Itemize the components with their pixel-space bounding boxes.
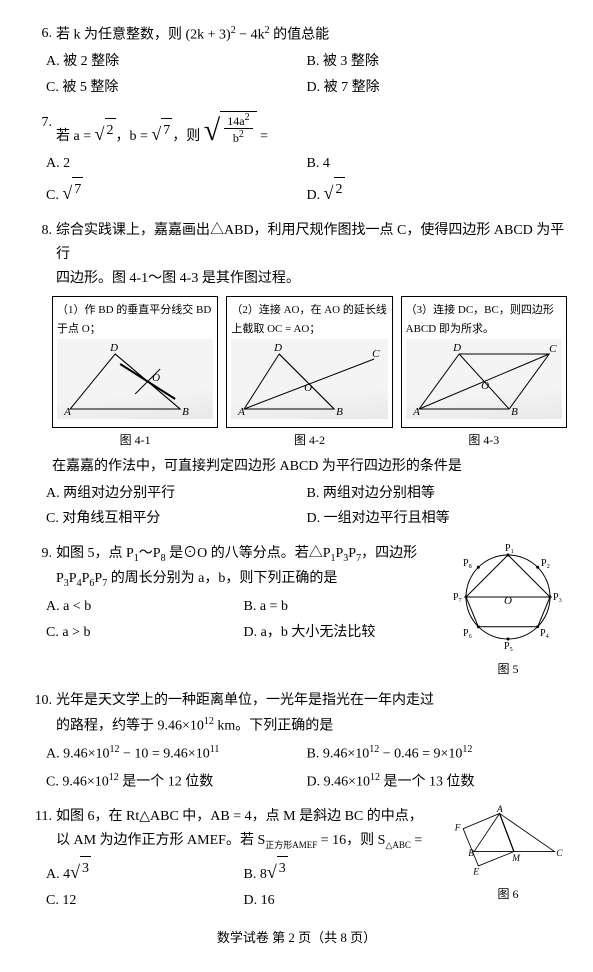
q8-stem-line3: 在嘉嘉的作法中，可直接判定四边形 ABCD 为平行四边形的条件是: [52, 455, 567, 479]
q9-option-c: C. a > b: [46, 620, 244, 646]
svg-text:P₈: P₈: [463, 558, 473, 569]
svg-text:A: A: [496, 805, 503, 815]
svg-text:P₅: P₅: [504, 641, 513, 652]
svg-text:O: O: [504, 595, 512, 607]
question-11: 11. 如图 6，在 Rt△ABC 中，AB = 4，点 M 是斜边 BC 的中…: [26, 805, 567, 913]
q7-stem: 若 a = √2，b = √7，则 √14a2b2 =: [56, 111, 567, 149]
q11-option-b: B. 8√3: [244, 855, 442, 888]
svg-text:M: M: [511, 854, 521, 864]
svg-text:P₄: P₄: [540, 628, 550, 639]
svg-text:C: C: [556, 849, 563, 859]
q8-number: 8.: [26, 219, 56, 290]
q9-option-a: A. a < b: [46, 594, 244, 620]
question-6: 6. 若 k 为任意整数，则 (2k + 3)2 − 4k2 的值总能 A. 被…: [26, 22, 567, 101]
q9-option-d: D. a，b 大小无法比较: [244, 620, 442, 646]
q9-figure: P₁ P₂ P₃ P₄ P₅ P₆ P₇ P₈ O 图 5: [449, 542, 567, 679]
q8-stem-line2: 四边形。图 4-1～图 4-3 是其作图过程。: [56, 267, 567, 291]
question-7: 7. 若 a = √2，b = √7，则 √14a2b2 = A. 2 B. 4…: [26, 111, 567, 209]
q9-svg: P₁ P₂ P₃ P₄ P₅ P₆ P₇ P₈ O: [453, 542, 563, 652]
q10-stem-line2: 的路程，约等于 9.46×1012 km。下列正确的是: [56, 713, 567, 738]
q11-option-c: C. 12: [46, 888, 244, 914]
svg-text:P₃: P₃: [553, 592, 562, 603]
svg-text:P₂: P₂: [541, 558, 550, 569]
svg-text:A: A: [63, 406, 71, 418]
svg-text:A: A: [412, 406, 420, 418]
q11-option-d: D. 16: [244, 888, 442, 914]
q7-number: 7.: [26, 111, 56, 149]
q8-cap2: 图 4-2: [226, 430, 392, 450]
q8-fig2-svg: A B D O C: [231, 339, 387, 419]
page-footer: 数学试卷 第 2 页（共 8 页）: [26, 927, 567, 949]
q9-stem-line1: 如图 5，点 P1～P8 是⊙O 的八等分点。若△P1P3P7，四边形: [56, 542, 441, 567]
svg-text:O: O: [152, 372, 160, 384]
q8-fig3: （3）连接 DC，BC，则四边形 ABCD 即为所求。 A B D C O: [401, 296, 567, 428]
svg-text:B: B: [511, 406, 518, 418]
q11-figure: A B C M E F 图 6: [449, 805, 567, 913]
q8-figures: （1）作 BD 的垂直平分线交 BD 于点 O； A B D O （2）连接 A…: [52, 296, 567, 428]
svg-text:O: O: [481, 380, 489, 392]
q6-number: 6.: [26, 22, 56, 47]
q11-stem-line1: 如图 6，在 Rt△ABC 中，AB = 4，点 M 是斜边 BC 的中点，: [56, 805, 441, 829]
q10-number: 10.: [26, 689, 56, 738]
svg-text:D: D: [109, 342, 118, 354]
svg-text:F: F: [454, 824, 461, 834]
q11-number: 11.: [26, 805, 56, 853]
q10-option-d: D. 9.46×1012 是一个 13 位数: [307, 768, 568, 795]
q7-option-a: A. 2: [46, 151, 307, 177]
svg-text:E: E: [472, 868, 479, 878]
q9-number: 9.: [26, 542, 56, 592]
q8-fig1: （1）作 BD 的垂直平分线交 BD 于点 O； A B D O: [52, 296, 218, 428]
q8-option-b: B. 两组对边分别相等: [307, 481, 568, 507]
q6-option-d: D. 被 7 整除: [307, 75, 568, 101]
q10-option-c: C. 9.46×1012 是一个 12 位数: [46, 768, 307, 795]
svg-text:D: D: [273, 342, 282, 354]
q10-option-b: B. 9.46×1012 − 0.46 = 9×1012: [307, 740, 568, 767]
q8-cap3: 图 4-3: [401, 430, 567, 450]
svg-text:C: C: [549, 343, 557, 355]
svg-text:B: B: [182, 406, 189, 418]
svg-text:A: A: [237, 406, 245, 418]
q7-option-d: D. √2: [307, 176, 568, 209]
q8-option-a: A. 两组对边分别平行: [46, 481, 307, 507]
svg-text:P₇: P₇: [453, 592, 462, 603]
svg-text:P₆: P₆: [463, 628, 473, 639]
q8-option-d: D. 一组对边平行且相等: [307, 506, 568, 532]
svg-text:O: O: [304, 382, 312, 394]
q6-stem: 若 k 为任意整数，则 (2k + 3)2 − 4k2 的值总能: [56, 22, 567, 47]
svg-text:B: B: [468, 849, 474, 859]
q9-option-b: B. a = b: [244, 594, 442, 620]
q6-option-c: C. 被 5 整除: [46, 75, 307, 101]
q10-stem-line1: 光年是天文学上的一种距离单位，一光年是指光在一年内走过: [56, 689, 567, 713]
question-8: 8. 综合实践课上，嘉嘉画出△ABD，利用尺规作图找一点 C，使得四边形 ABC…: [26, 219, 567, 532]
q8-stem-line1: 综合实践课上，嘉嘉画出△ABD，利用尺规作图找一点 C，使得四边形 ABCD 为…: [56, 219, 567, 267]
q8-cap1: 图 4-1: [52, 430, 218, 450]
question-9: 9. 如图 5，点 P1～P8 是⊙O 的八等分点。若△P1P3P7，四边形 P…: [26, 542, 567, 679]
q6-option-b: B. 被 3 整除: [307, 49, 568, 75]
q8-fig2: （2）连接 AO，在 AO 的延长线上截取 OC = AO； A B D O C: [226, 296, 392, 428]
q7-option-b: B. 4: [307, 151, 568, 177]
q8-fig3-svg: A B D C O: [406, 339, 562, 419]
q6-option-a: A. 被 2 整除: [46, 49, 307, 75]
q8-option-c: C. 对角线互相平分: [46, 506, 307, 532]
q8-fig1-svg: A B D O: [57, 339, 213, 419]
svg-text:D: D: [452, 342, 461, 354]
question-10: 10. 光年是天文学上的一种距离单位，一光年是指光在一年内走过 的路程，约等于 …: [26, 689, 567, 795]
q9-stem-line2: P3P4P6P7 的周长分别为 a，b，则下列正确的是: [56, 567, 441, 592]
svg-text:C: C: [372, 348, 380, 360]
svg-text:P₁: P₁: [505, 543, 514, 554]
svg-text:B: B: [336, 406, 343, 418]
q11-option-a: A. 4√3: [46, 855, 244, 888]
q7-option-c: C. √7: [46, 176, 307, 209]
q11-stem-line2: 以 AM 为边作正方形 AMEF。若 S正方形AMEF = 16，则 S△ABC…: [56, 829, 441, 853]
q11-svg: A B C M E F: [453, 805, 563, 877]
q10-option-a: A. 9.46×1012 − 10 = 9.46×1011: [46, 740, 307, 767]
